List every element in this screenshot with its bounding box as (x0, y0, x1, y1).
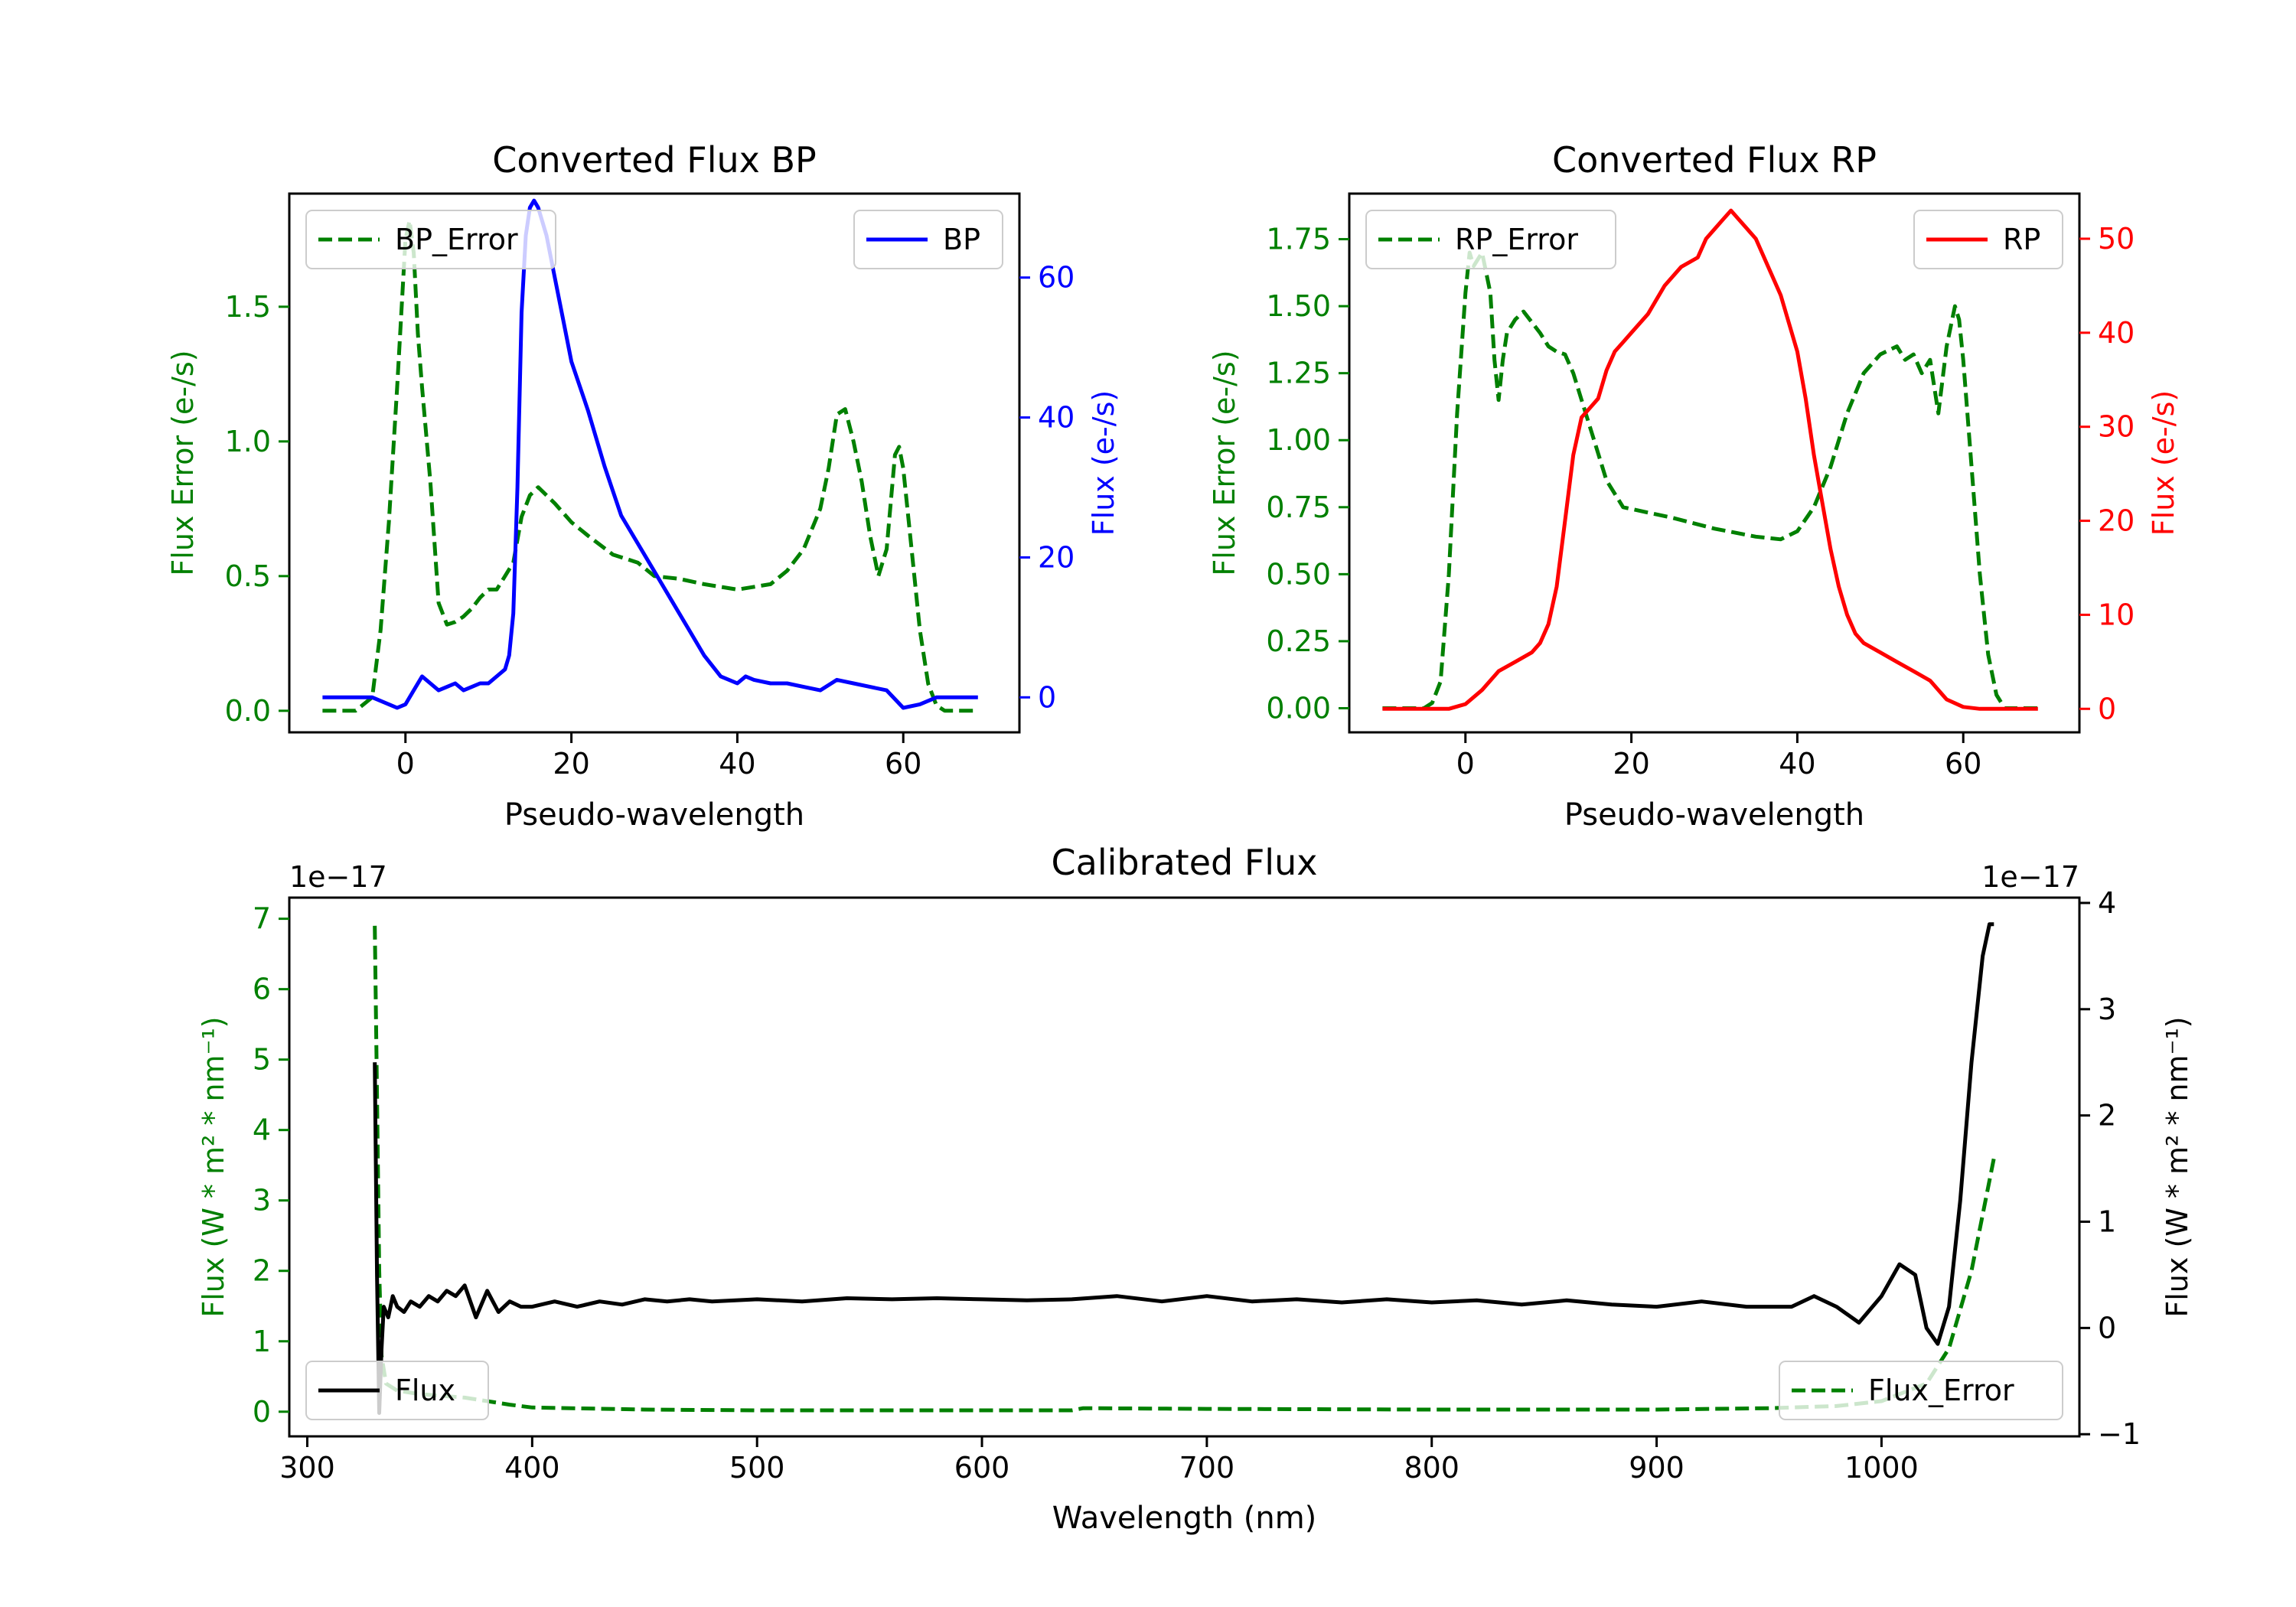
y-right-axis-label: Flux (e-/s) (2147, 390, 2180, 536)
y-right-axis-label: Flux (W * m² * nm⁻¹) (2161, 1016, 2194, 1317)
y-left-tick-label: 0.00 (1266, 691, 1331, 725)
y-left-tick-label: 1.75 (1266, 223, 1331, 256)
y-right-tick-label: 2 (2098, 1099, 2116, 1133)
legend-box (1913, 210, 2063, 269)
x-tick-label: 60 (1945, 747, 1981, 781)
y-left-tick-label: 1.50 (1266, 289, 1331, 323)
y-left-tick-label: 0.75 (1266, 491, 1331, 524)
legend-bp: BP (853, 210, 1003, 269)
y-left-offset-label: 1e−17 (289, 860, 387, 894)
y-left-tick-label: 1.0 (225, 425, 271, 458)
y-left-tick-label: 1.00 (1266, 423, 1331, 457)
y-right-offset-label: 1e−17 (1981, 860, 2079, 894)
x-tick-label: 900 (1629, 1451, 1684, 1485)
series-line-rp (1382, 208, 2038, 711)
y-left-tick-label: 0.0 (225, 694, 271, 728)
legend-label: Flux_Error (1868, 1374, 2014, 1407)
legend-flux: Flux (305, 1361, 489, 1420)
y-right-tick-label: 20 (2098, 504, 2135, 538)
series-line-flux (373, 922, 1994, 1415)
y-right-tick-label: 0 (2098, 692, 2116, 725)
plot-frame (1348, 192, 2081, 734)
legend-box (305, 1361, 489, 1420)
legend-box (305, 210, 556, 269)
legend-box (1779, 1361, 2063, 1420)
x-tick-label: 40 (719, 747, 755, 781)
y-left-tick-label: 5 (253, 1043, 271, 1077)
plot-frame (288, 896, 2081, 1438)
chart-title: Converted Flux BP (492, 139, 817, 181)
chart-rp: Converted Flux RP 0 20 40 60 Pseudo-wavelengt… (1208, 139, 2180, 833)
series-line-bp-error (322, 218, 978, 713)
y-left-tick-label: 7 (253, 902, 271, 936)
legend-rp: RP (1913, 210, 2063, 269)
y-right-tick-label: 60 (1038, 261, 1075, 295)
x-tick-label: 400 (504, 1451, 560, 1485)
x-tick-label: 500 (729, 1451, 785, 1485)
legend-label: BP (943, 223, 980, 256)
y-right-tick-label: 30 (2098, 410, 2135, 444)
series-line-flux-error (373, 925, 1996, 1413)
y-left-tick-label: 2 (253, 1254, 271, 1288)
y-right-tick-label: 40 (1038, 401, 1075, 435)
y-right-tick-label: 0 (2098, 1311, 2116, 1345)
y-left-axis-label: Flux Error (e-/s) (1208, 350, 1241, 575)
legend-bp-error: BP_Error (305, 210, 556, 269)
x-tick-label: 300 (279, 1451, 335, 1485)
y-right-tick-label: 4 (2098, 886, 2116, 920)
chart-title: Calibrated Flux (1052, 842, 1318, 883)
x-tick-label: 20 (1613, 747, 1649, 781)
legend-label: BP_Error (395, 223, 518, 256)
y-left-tick-label: 0 (253, 1395, 271, 1429)
legend-flux-error: Flux_Error (1779, 1361, 2063, 1420)
x-tick-label: 700 (1179, 1451, 1235, 1485)
x-tick-label: 0 (396, 747, 415, 781)
y-right-tick-label: −1 (2098, 1417, 2141, 1451)
x-axis-label: Wavelength (nm) (1052, 1501, 1317, 1536)
x-tick-label: 40 (1779, 747, 1815, 781)
y-left-tick-label: 6 (253, 973, 271, 1006)
x-tick-label: 20 (553, 747, 589, 781)
y-left-tick-label: 4 (253, 1113, 271, 1147)
y-right-tick-label: 50 (2098, 222, 2135, 256)
y-left-tick-label: 1.25 (1266, 357, 1331, 390)
legend-label: RP_Error (1455, 223, 1578, 256)
y-left-tick-label: 1 (253, 1325, 271, 1358)
y-left-axis-label: Flux (W * m² * nm⁻¹) (197, 1016, 230, 1317)
y-right-tick-label: 0 (1038, 680, 1056, 714)
y-left-tick-label: 3 (253, 1184, 271, 1217)
legend-label: Flux (395, 1374, 455, 1407)
y-left-axis-label: Flux Error (e-/s) (166, 350, 200, 575)
y-right-axis-label: Flux (e-/s) (1087, 390, 1120, 536)
legend-label: RP (2003, 223, 2040, 256)
x-tick-label: 1000 (1844, 1451, 1919, 1485)
plot-frame (288, 192, 1021, 734)
series-line-bp (322, 198, 978, 710)
x-tick-label: 600 (954, 1451, 1010, 1485)
chart-bp: Converted Flux BP 0 20 40 60 Pseudo-wavelengt… (166, 139, 1120, 833)
legend-box (853, 210, 1003, 269)
y-left-tick-label: 1.5 (225, 290, 271, 324)
chart-title: Converted Flux RP (1552, 139, 1877, 181)
x-tick-label: 0 (1456, 747, 1475, 781)
x-axis-label: Pseudo-wavelength (504, 797, 804, 833)
x-tick-label: 800 (1404, 1451, 1459, 1485)
x-tick-label: 60 (885, 747, 921, 781)
y-left-tick-label: 0.25 (1266, 624, 1331, 658)
y-right-tick-label: 1 (2098, 1205, 2116, 1239)
y-right-tick-label: 40 (2098, 316, 2135, 350)
y-left-tick-label: 0.50 (1266, 557, 1331, 591)
y-left-tick-label: 0.5 (225, 559, 271, 593)
legend-box (1365, 210, 1616, 269)
y-right-tick-label: 20 (1038, 540, 1075, 574)
x-axis-label: Pseudo-wavelength (1564, 797, 1864, 833)
series-line-rp-error (1382, 250, 2038, 710)
y-right-tick-label: 10 (2098, 598, 2135, 631)
legend-rp-error: RP_Error (1365, 210, 1616, 269)
y-right-tick-label: 3 (2098, 993, 2116, 1026)
